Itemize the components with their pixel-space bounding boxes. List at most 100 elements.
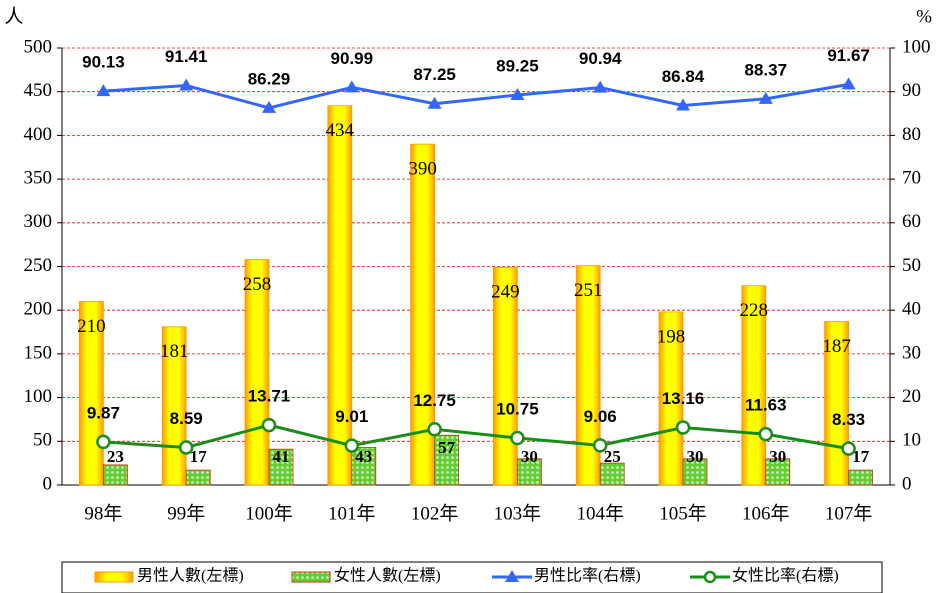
bar <box>765 458 791 486</box>
data-label: 12.75 <box>413 391 456 410</box>
data-label: 87.25 <box>413 65 456 84</box>
marker <box>510 430 525 446</box>
marker <box>96 434 111 450</box>
y-tick-label: 300 <box>24 211 53 232</box>
bar <box>682 458 708 486</box>
data-label: 9.87 <box>87 403 120 422</box>
data-label: 258 <box>243 274 272 295</box>
marker <box>262 100 276 113</box>
bar <box>492 266 518 486</box>
data-label: 86.29 <box>248 69 291 88</box>
y-tick-label: 500 <box>24 36 53 57</box>
data-label: 43 <box>355 447 372 466</box>
bar <box>848 469 873 486</box>
data-label: 10.75 <box>496 400 539 419</box>
data-label: 8.33 <box>832 410 865 429</box>
y2-tick-label: 50 <box>902 255 921 276</box>
legend-label: 男性比率(右標) <box>534 567 641 585</box>
y2-tick-label: 70 <box>902 167 921 188</box>
data-label: 57 <box>438 438 456 457</box>
marker <box>676 98 690 111</box>
line <box>103 423 849 451</box>
y-axis-label: 人 <box>4 5 23 27</box>
marker <box>675 420 691 435</box>
bar <box>244 259 270 486</box>
bar <box>185 469 211 486</box>
marker <box>261 417 277 433</box>
x-tick-label: 102年 <box>411 502 459 524</box>
data-label: 91.67 <box>827 46 870 65</box>
marker <box>96 84 111 97</box>
marker <box>344 438 360 453</box>
data-label: 17 <box>190 447 208 466</box>
legend-label: 女性人數(左標) <box>334 566 441 585</box>
data-label: 90.94 <box>579 49 622 68</box>
marker <box>510 87 525 100</box>
marker <box>758 91 773 104</box>
legend-swatch <box>94 571 134 583</box>
data-label: 187 <box>822 336 851 357</box>
data-label: 9.06 <box>584 407 617 426</box>
data-label: 11.63 <box>745 396 787 415</box>
marker <box>758 426 774 442</box>
data-label: 228 <box>740 300 769 321</box>
data-label: 8.59 <box>170 409 203 428</box>
y2-tick-label: 20 <box>902 386 921 407</box>
bar <box>351 447 377 486</box>
y-tick-label: 50 <box>33 430 52 451</box>
data-label: 249 <box>491 282 520 303</box>
data-label: 30 <box>769 447 786 466</box>
data-label: 90.99 <box>331 49 374 68</box>
legend-label: 男性人數(左標) <box>137 567 244 585</box>
bar <box>434 434 460 486</box>
bar <box>161 326 187 486</box>
y-tick-label: 150 <box>24 342 53 363</box>
y2-tick-label: 0 <box>902 473 912 494</box>
y2-tick-label: 40 <box>902 299 921 320</box>
x-tick-label: 103年 <box>494 502 542 524</box>
y-tick-label: 350 <box>24 167 53 188</box>
y2-tick-label: 10 <box>902 430 921 451</box>
x-tick-label: 105年 <box>659 502 707 524</box>
x-tick-label: 104年 <box>576 502 624 524</box>
x-tick-label: 101年 <box>328 502 376 524</box>
y-tick-label: 450 <box>24 80 53 101</box>
marker <box>178 440 194 455</box>
data-label: 25 <box>604 447 621 466</box>
x-tick-label: 100年 <box>245 502 293 524</box>
data-label: 90.13 <box>82 53 125 72</box>
y-tick-label: 0 <box>43 473 53 494</box>
y-tick-label: 200 <box>24 299 53 320</box>
data-label: 23 <box>107 447 124 466</box>
data-label: 91.41 <box>165 47 208 66</box>
legend <box>61 561 883 593</box>
y2-tick-label: 90 <box>902 80 921 101</box>
data-label: 9.01 <box>335 407 368 426</box>
y-tick-label: 250 <box>24 255 53 276</box>
bar <box>327 105 353 486</box>
y-tick-label: 100 <box>24 386 53 407</box>
legend-swatch <box>291 571 331 583</box>
bar <box>517 458 542 486</box>
bar <box>741 285 767 486</box>
x-tick-label: 106年 <box>742 502 790 524</box>
bar <box>268 448 294 486</box>
data-label: 434 <box>326 120 355 141</box>
data-label: 13.16 <box>662 389 705 408</box>
data-label: 390 <box>408 158 437 179</box>
data-label: 89.25 <box>496 56 539 75</box>
legend-marker <box>505 570 519 582</box>
marker <box>427 96 442 109</box>
y2-tick-label: 30 <box>902 342 921 363</box>
data-label: 86.84 <box>662 67 705 86</box>
data-label: 181 <box>160 341 189 362</box>
data-label: 30 <box>687 447 704 466</box>
x-tick-label: 98年 <box>84 502 122 524</box>
y-tick-label: 400 <box>24 124 53 145</box>
bar <box>79 301 104 486</box>
x-tick-label: 99年 <box>167 502 205 524</box>
marker <box>841 441 856 456</box>
marker <box>593 80 608 93</box>
marker <box>592 438 608 453</box>
